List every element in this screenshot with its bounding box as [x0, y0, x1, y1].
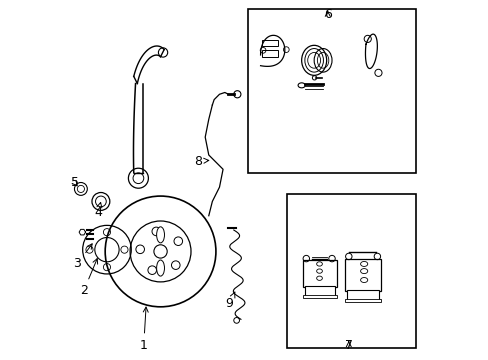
- Text: 4: 4: [94, 202, 102, 219]
- Bar: [261, 40, 277, 46]
- Text: 6: 6: [323, 9, 331, 22]
- Text: 9: 9: [225, 292, 234, 310]
- Text: 5: 5: [71, 176, 79, 189]
- Bar: [287, 194, 415, 348]
- Bar: [261, 50, 277, 57]
- Ellipse shape: [156, 260, 164, 276]
- Bar: [345, 258, 380, 291]
- Bar: [302, 295, 336, 298]
- Bar: [302, 260, 336, 287]
- Text: 8: 8: [194, 154, 208, 167]
- Text: 2: 2: [80, 258, 98, 297]
- Bar: [345, 298, 380, 302]
- Ellipse shape: [156, 227, 164, 243]
- Text: 7: 7: [344, 338, 352, 351]
- Bar: [304, 286, 334, 296]
- Bar: [346, 290, 378, 300]
- Bar: [247, 9, 415, 173]
- Text: 1: 1: [140, 307, 148, 351]
- Text: 3: 3: [73, 244, 92, 270]
